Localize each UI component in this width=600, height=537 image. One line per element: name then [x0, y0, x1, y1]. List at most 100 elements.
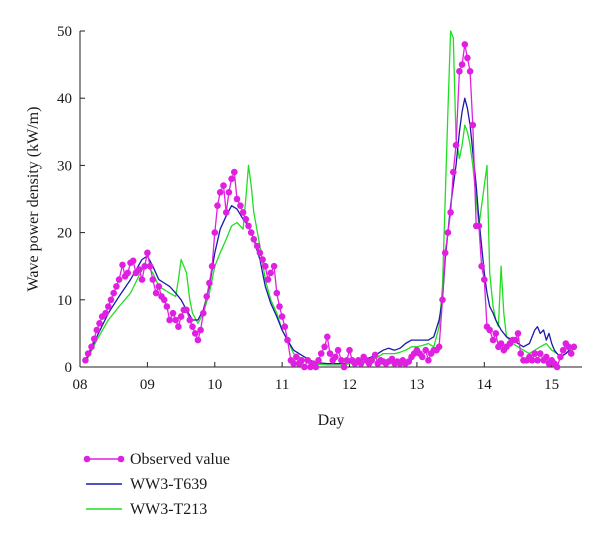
y-tick-label: 40: [57, 91, 72, 107]
data-point: [247, 229, 255, 236]
x-tick-label: 15: [544, 377, 559, 393]
data-point: [492, 330, 500, 337]
data-point: [332, 353, 339, 361]
data-point: [119, 261, 126, 269]
plot-axes: 0 10 20 30 40 50 08 09 10 11 12 13 14 15: [57, 24, 582, 393]
data-point: [146, 262, 154, 270]
data-point: [231, 168, 238, 176]
data-point: [346, 346, 353, 354]
data-point: [197, 326, 204, 334]
data-point: [250, 236, 258, 243]
data-point: [486, 326, 494, 334]
data-point: [543, 353, 550, 361]
data-point: [528, 357, 536, 364]
legend-label: WW3-T213: [130, 501, 207, 518]
data-point: [301, 363, 308, 371]
data-point: [200, 309, 207, 317]
data-point: [298, 357, 306, 364]
data-point: [88, 343, 95, 351]
data-point: [245, 222, 252, 230]
data-point: [177, 313, 185, 320]
data-point: [239, 209, 247, 216]
data-point: [149, 276, 157, 283]
y-tick-label: 20: [57, 226, 72, 242]
data-point: [312, 363, 320, 371]
data-point: [357, 360, 365, 367]
legend: Observed value WW3-T639 WW3-T213: [83, 451, 230, 518]
x-axis-label: Day: [318, 412, 345, 429]
data-point: [211, 229, 219, 236]
data-point: [343, 357, 351, 364]
data-point: [228, 175, 235, 183]
data-point: [478, 262, 485, 270]
data-point: [259, 256, 266, 263]
data-point: [152, 289, 160, 297]
legend-item-ww3-t213: WW3-T213: [86, 501, 207, 518]
data-point: [214, 202, 221, 209]
data-point: [425, 357, 432, 364]
data-point: [225, 189, 233, 196]
legend-marker: [83, 455, 91, 463]
data-point: [422, 346, 430, 354]
x-tick-label: 13: [409, 377, 424, 393]
legend-label: WW3-T639: [130, 476, 207, 493]
x-tick-label: 09: [140, 377, 155, 393]
data-point: [155, 283, 163, 290]
series-line: [84, 30, 575, 366]
data-point: [194, 336, 202, 344]
data-point: [461, 41, 469, 48]
data-point: [517, 350, 524, 357]
data-point: [481, 276, 488, 283]
data-point: [315, 357, 322, 364]
data-point: [512, 336, 519, 344]
data-point: [102, 309, 109, 317]
x-tick-label: 12: [342, 377, 357, 393]
data-point: [559, 346, 567, 354]
data-point: [136, 266, 143, 273]
data-point: [534, 357, 541, 364]
data-point: [567, 350, 575, 357]
data-point: [371, 351, 379, 359]
data-point: [270, 262, 278, 270]
data-point: [293, 353, 300, 361]
data-point: [273, 289, 281, 297]
data-point: [450, 168, 457, 176]
data-point: [253, 242, 261, 250]
data-point: [466, 68, 474, 75]
series-layer: [82, 30, 578, 371]
legend-label: Observed value: [130, 451, 230, 468]
data-point: [447, 209, 454, 216]
data-point: [203, 293, 210, 300]
data-point: [458, 61, 466, 68]
y-tick-label: 30: [57, 158, 72, 174]
data-point: [464, 54, 471, 62]
data-point: [326, 350, 334, 357]
data-point: [169, 309, 177, 317]
y-tick-label: 50: [57, 24, 72, 40]
data-point: [237, 202, 244, 209]
legend-item-observed-value: Observed value: [83, 451, 230, 468]
data-point: [340, 363, 348, 371]
data-point: [553, 363, 561, 371]
data-point: [334, 346, 342, 354]
data-point: [452, 141, 460, 149]
data-point: [439, 296, 446, 304]
y-axis-label: Wave power density (kW/m): [25, 107, 42, 292]
legend-marker: [117, 455, 125, 463]
data-point: [208, 262, 216, 270]
data-point: [113, 283, 120, 290]
data-point: [281, 323, 289, 331]
data-point: [233, 195, 241, 203]
legend-item-ww3-t639: WW3-T639: [86, 476, 207, 493]
data-point: [324, 333, 331, 341]
data-point: [469, 121, 477, 129]
data-point: [124, 269, 132, 277]
series-observed-value: [82, 41, 578, 371]
data-point: [183, 306, 190, 314]
data-point: [317, 350, 325, 357]
y-tick-label: 10: [57, 293, 72, 309]
data-point: [206, 279, 213, 287]
data-point: [84, 350, 92, 357]
x-tick-label: 10: [207, 377, 222, 393]
data-point: [536, 350, 544, 357]
